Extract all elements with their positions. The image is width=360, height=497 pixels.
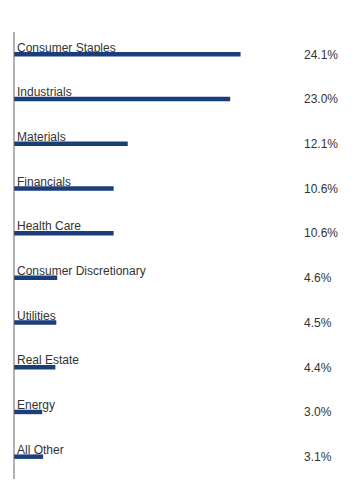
svg-text:4.4%: 4.4% — [304, 361, 332, 375]
svg-text:12.1%: 12.1% — [304, 137, 338, 151]
svg-text:Energy: Energy — [17, 398, 55, 412]
svg-text:4.6%: 4.6% — [304, 271, 332, 285]
svg-text:Utilities: Utilities — [17, 309, 56, 323]
svg-text:24.1%: 24.1% — [304, 48, 338, 62]
svg-text:10.6%: 10.6% — [304, 182, 338, 196]
svg-text:3.1%: 3.1% — [304, 450, 332, 464]
svg-text:Health Care: Health Care — [17, 219, 81, 233]
svg-text:All Other: All Other — [17, 443, 64, 457]
svg-text:10.6%: 10.6% — [304, 226, 338, 240]
svg-text:Consumer Staples: Consumer Staples — [17, 41, 116, 55]
svg-text:Consumer Discretionary: Consumer Discretionary — [17, 264, 146, 278]
svg-text:Real Estate: Real Estate — [17, 353, 79, 367]
svg-text:23.0%: 23.0% — [304, 92, 338, 106]
svg-text:Industrials: Industrials — [17, 85, 72, 99]
svg-text:Financials: Financials — [17, 175, 71, 189]
svg-text:Materials: Materials — [17, 130, 66, 144]
svg-text:4.5%: 4.5% — [304, 316, 332, 330]
svg-text:3.0%: 3.0% — [304, 405, 332, 419]
